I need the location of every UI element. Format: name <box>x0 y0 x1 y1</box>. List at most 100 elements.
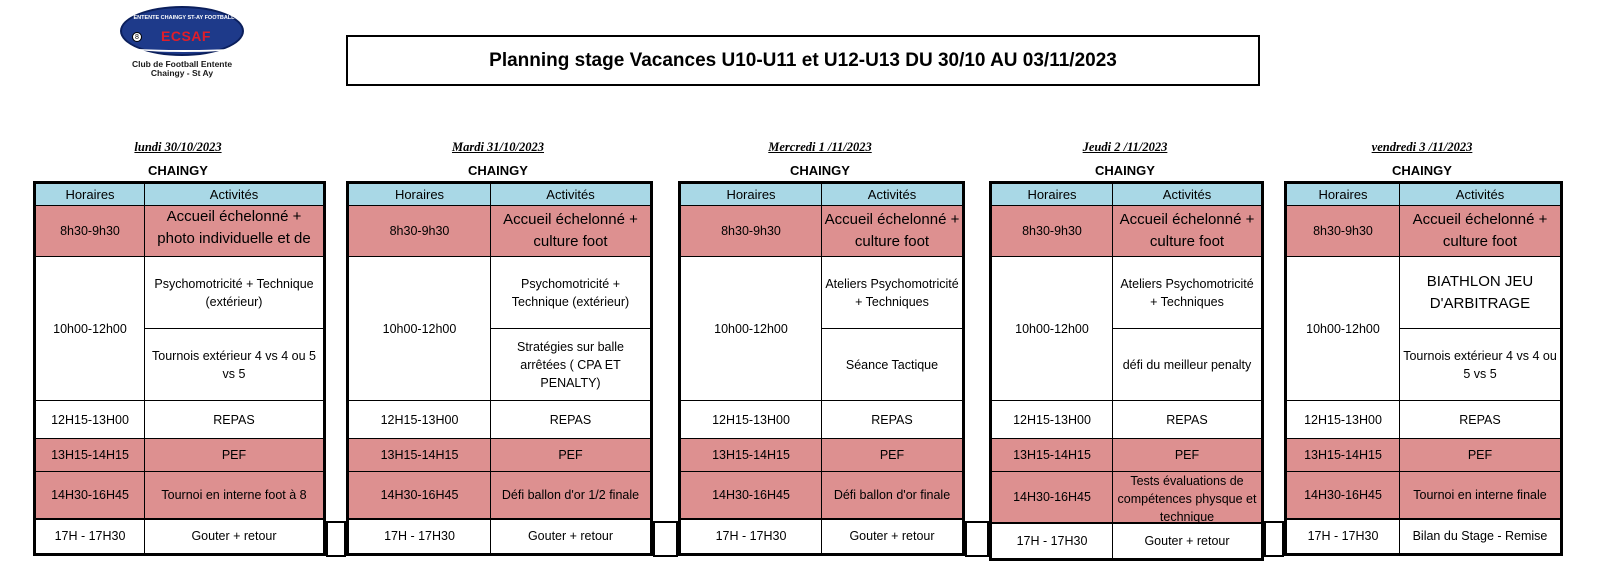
table-row: 10h00-12h00 Psychomotricité + Technique (… <box>34 256 325 401</box>
time-cell: 14H30-16H45 <box>679 471 822 519</box>
time-cell: 8h30-9h30 <box>34 205 145 257</box>
activity-cell: REPAS <box>144 400 325 439</box>
time-cell: 12H15-13H00 <box>990 400 1113 439</box>
activity-cell: PEF <box>1399 438 1562 472</box>
day-title: Mardi 31/10/2023 <box>451 140 545 154</box>
table-row: 17H - 17H30 Gouter + retour <box>679 517 964 555</box>
table-row: 13H15-14H15 PEF <box>34 438 325 472</box>
activity-cell: Accueil échelonné + culture foot <box>1399 205 1562 257</box>
table-row: 14H30-16H45 Tests évaluations de compéten… <box>990 471 1263 524</box>
table-row: 14H30-16H45 Défi ballon d'or finale <box>679 471 964 519</box>
row-connector <box>653 521 678 557</box>
table-row: 14H30-16H45 Tournoi en interne foot à 8 <box>34 471 325 519</box>
activity-cell: défi du meilleur penalty <box>1112 328 1263 401</box>
header-horaires: Horaires <box>679 182 822 206</box>
table-row: 10h00-12h00 BIATHLON JEU D'ARBITRAGE <box>1285 256 1562 401</box>
time-cell: 17H - 17H30 <box>990 522 1113 560</box>
time-cell: 12H15-13H00 <box>1285 400 1400 439</box>
table-row: 12H15-13H00 REPAS <box>347 400 652 439</box>
table-row: 12H15-13H00 REPAS <box>679 400 964 439</box>
table-row: 8h30-9h30 Accueil échelonné + culture foo… <box>1285 205 1562 257</box>
time-cell: 12H15-13H00 <box>679 400 822 439</box>
activity-cell: Accueil échelonné + culture foot <box>821 205 964 257</box>
activity-cell-text: Accueil échelonné + culture foot <box>824 211 960 250</box>
day-location: CHAINGY <box>790 163 850 178</box>
table-row: 12H15-13H00 REPAS <box>1285 400 1562 439</box>
table-row: Horaires Activités <box>34 182 325 206</box>
activity-cell: Tournoi en interne foot à 8 <box>144 471 325 519</box>
title-box: Planning stage Vacances U10-U11 et U12-U… <box>346 35 1260 86</box>
activity-cell: REPAS <box>1399 400 1562 439</box>
club-logo: ENTENTE CHAINGY ST-AY FOOTBALL 8 ECSAF C… <box>118 4 246 84</box>
day-schedule-table: Horaires Activités 8h30-9h30 Accueil échelo… <box>678 181 965 556</box>
time-cell: 12H15-13H00 <box>347 400 491 439</box>
table-row: Tournois extérieur 4 vs 4 ou 5 vs 5 <box>1286 328 1562 401</box>
time-cell: 14H30-16H45 <box>34 471 145 519</box>
activity-cell-text: Tournoi en interne foot à 8 <box>161 487 307 502</box>
activity-cell-text: Défi ballon d'or 1/2 finale <box>501 487 640 502</box>
activity-cell: Gouter + retour <box>490 517 652 555</box>
header-horaires: Horaires <box>990 182 1113 206</box>
time-cell: 13H15-14H15 <box>679 438 822 472</box>
activity-cell-text: Accueil échelonné + culture foot <box>503 211 638 250</box>
time-cell: 10h00-12h00 <box>1285 256 1400 401</box>
table-row: Horaires Activités <box>679 182 964 206</box>
logo-caption-line2: Chaingy - St Ay <box>150 68 214 78</box>
activity-cell: Ateliers Psychomotricité + Techniques <box>1112 256 1263 329</box>
activity-cell: Tournois extérieur 4 vs 4 ou 5 vs 5 <box>1399 328 1562 401</box>
table-row: 14H30-16H45 Tournoi en interne finale <box>1285 471 1562 519</box>
table-row: 13H15-14H15 PEF <box>1285 438 1562 472</box>
activity-cell: Stratégies sur balle arrêtées ( CPA ET P… <box>490 328 652 401</box>
logo-emblem: ENTENTE CHAINGY ST-AY FOOTBALL 8 ECSAF <box>120 6 244 56</box>
activity-cell: Tournoi en interne finale <box>1399 471 1562 519</box>
activity-cell: REPAS <box>1112 400 1263 439</box>
time-cell: 13H15-14H15 <box>34 438 145 472</box>
day-location: CHAINGY <box>1095 163 1155 178</box>
activity-cell: Gouter + retour <box>1112 522 1263 560</box>
activity-cell: PEF <box>821 438 964 472</box>
row-connector <box>965 521 989 557</box>
time-cell: 8h30-9h30 <box>1285 205 1400 257</box>
football-icon: 8 <box>132 32 142 42</box>
time-cell: 10h00-12h00 <box>347 256 491 401</box>
activity-cell: Accueil échelonné + photo individuelle e… <box>144 205 325 257</box>
header-activites: Activités <box>490 182 652 206</box>
activity-cell: PEF <box>1112 438 1263 472</box>
day-title: Jeudi 2 /11/2023 <box>1082 140 1168 154</box>
activity-cell: Tests évaluations de compétences physque… <box>1112 471 1263 524</box>
logo-swoosh <box>132 44 236 52</box>
activity-cell-text: Accueil échelonné + photo individuelle e… <box>157 208 311 256</box>
activity-cell: Défi ballon d'or 1/2 finale <box>490 471 652 519</box>
table-row: 8h30-9h30 Accueil échelonné + culture foo… <box>347 205 652 257</box>
day-schedule-table: Horaires Activités 8h30-9h30 Accueil échelo… <box>346 181 653 556</box>
time-cell: 17H - 17H30 <box>1285 517 1400 555</box>
table-row: 17H - 17H30 Bilan du Stage - Remise <box>1285 517 1562 555</box>
activity-cell: BIATHLON JEU D'ARBITRAGE <box>1399 256 1562 329</box>
table-row: 17H - 17H30 Gouter + retour <box>34 517 325 555</box>
header-activites: Activités <box>144 182 325 206</box>
table-row: Tournois extérieur 4 vs 4 ou 5 vs 5 <box>35 328 325 401</box>
day-title: lundi 30/10/2023 <box>134 140 222 154</box>
table-row: défi du meilleur penalty <box>991 328 1263 401</box>
time-cell: 8h30-9h30 <box>347 205 491 257</box>
table-row: 12H15-13H00 REPAS <box>990 400 1263 439</box>
activity-cell: Psychomotricité + Technique (extérieur) <box>490 256 652 329</box>
logo-top-text: ENTENTE CHAINGY ST-AY FOOTBALL <box>133 15 235 21</box>
activity-cell: Accueil échelonné + culture foot <box>490 205 652 257</box>
time-cell: 14H30-16H45 <box>990 471 1113 524</box>
time-cell: 17H - 17H30 <box>347 517 491 555</box>
time-cell: 13H15-14H15 <box>990 438 1113 472</box>
activity-cell-text: Tests évaluations de compétences physque… <box>1117 474 1257 522</box>
time-cell: 12H15-13H00 <box>34 400 145 439</box>
table-row: 10h00-12h00 Ateliers Psychomotricité + Te… <box>679 256 964 401</box>
day-title: Mercredi 1 /11/2023 <box>768 140 872 154</box>
header-horaires: Horaires <box>1285 182 1400 206</box>
table-row: 8h30-9h30 Accueil échelonné + photo indiv… <box>34 205 325 257</box>
table-row: Stratégies sur balle arrêtées ( CPA ET P… <box>348 328 652 401</box>
table-row: 17H - 17H30 Gouter + retour <box>347 517 652 555</box>
day-location: CHAINGY <box>468 163 528 178</box>
logo-abbr: ECSAF <box>161 28 211 44</box>
activity-cell-text: Accueil échelonné + culture foot <box>1412 211 1548 250</box>
activity-cell: REPAS <box>490 400 652 439</box>
table-row: 13H15-14H15 PEF <box>679 438 964 472</box>
